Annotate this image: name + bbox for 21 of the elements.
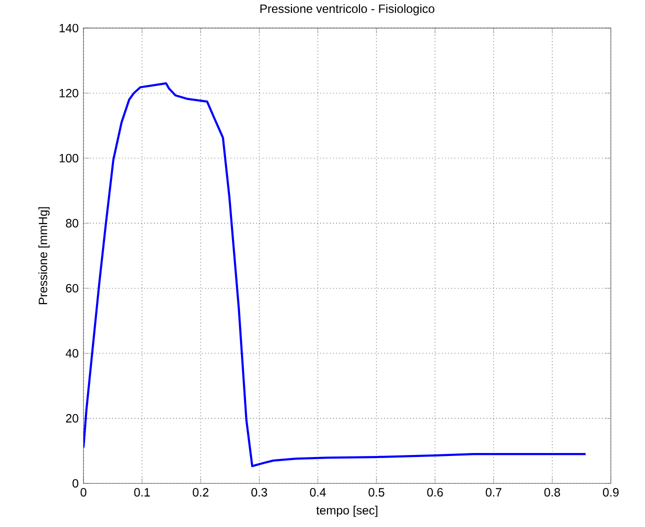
x-tick-label: 0.4 — [310, 488, 326, 497]
y-tick-label: 60 — [66, 284, 78, 292]
y-tick-label: 120 — [60, 88, 78, 98]
x-tick-label: 0.5 — [368, 488, 384, 497]
y-axis-title: Pressione [mmHg] — [38, 207, 50, 304]
x-tick-label: 0.6 — [427, 488, 443, 497]
x-tick-label: 0.9 — [602, 488, 619, 497]
x-tick-label: 0 — [80, 488, 86, 497]
y-tick-label: 140 — [60, 24, 78, 32]
x-axis-title: tempo [sec] — [316, 506, 378, 517]
y-tick-label: 100 — [60, 154, 78, 162]
y-tick-label: 0 — [72, 479, 78, 488]
y-tick-label: 80 — [66, 218, 78, 228]
x-tick-label: 0.8 — [544, 488, 560, 497]
x-tick-label: 0.2 — [192, 488, 208, 497]
x-tick-label: 0.3 — [251, 488, 268, 497]
x-tick-label: 0.7 — [486, 488, 502, 497]
x-tick-label: 0.1 — [134, 488, 150, 497]
y-tick-label: 40 — [66, 349, 78, 358]
y-tick-label: 20 — [66, 414, 78, 423]
chart-title: Pressione ventricolo - Fisiologico — [260, 4, 434, 16]
